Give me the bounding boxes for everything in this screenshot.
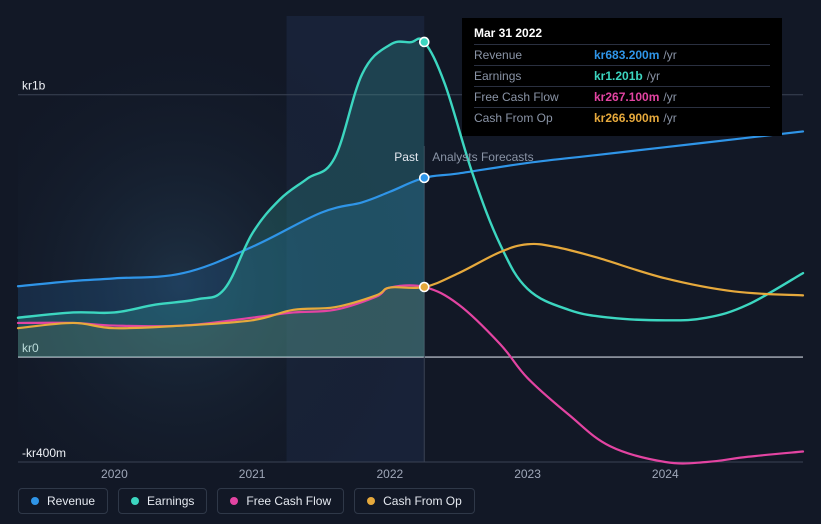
tooltip-row: Cash From Opkr266.900m/yr bbox=[474, 107, 770, 128]
tooltip-label: Free Cash Flow bbox=[474, 90, 594, 104]
legend-item-revenue[interactable]: Revenue bbox=[18, 488, 108, 514]
tooltip-row: Free Cash Flowkr267.100m/yr bbox=[474, 86, 770, 107]
tooltip-suffix: /yr bbox=[663, 48, 676, 62]
svg-text:kr1b: kr1b bbox=[22, 79, 46, 93]
tooltip-suffix: /yr bbox=[647, 69, 660, 83]
tooltip-date: Mar 31 2022 bbox=[474, 26, 770, 40]
legend-dot-icon bbox=[367, 497, 375, 505]
legend-label: Cash From Op bbox=[383, 494, 462, 508]
svg-text:2020: 2020 bbox=[101, 467, 128, 481]
legend-label: Earnings bbox=[147, 494, 194, 508]
tooltip-value: kr266.900m bbox=[594, 111, 659, 125]
svg-text:-kr400m: -kr400m bbox=[22, 446, 66, 460]
tooltip-value: kr1.201b bbox=[594, 69, 643, 83]
legend-item-fcf[interactable]: Free Cash Flow bbox=[217, 488, 344, 514]
legend-dot-icon bbox=[131, 497, 139, 505]
hover-tooltip: Mar 31 2022 Revenuekr683.200m/yrEarnings… bbox=[462, 18, 782, 136]
tooltip-suffix: /yr bbox=[663, 111, 676, 125]
tooltip-label: Earnings bbox=[474, 69, 594, 83]
region-label-past: Past bbox=[394, 150, 418, 164]
region-label-forecast: Analysts Forecasts bbox=[432, 150, 533, 164]
legend-label: Revenue bbox=[47, 494, 95, 508]
tooltip-label: Revenue bbox=[474, 48, 594, 62]
svg-text:2023: 2023 bbox=[514, 467, 541, 481]
legend-dot-icon bbox=[230, 497, 238, 505]
tooltip-value: kr683.200m bbox=[594, 48, 659, 62]
legend-item-cfo[interactable]: Cash From Op bbox=[354, 488, 475, 514]
svg-text:2022: 2022 bbox=[376, 467, 403, 481]
svg-text:2024: 2024 bbox=[652, 467, 679, 481]
tooltip-value: kr267.100m bbox=[594, 90, 659, 104]
financials-chart: kr1bkr0-kr400m20202021202220232024 Past … bbox=[0, 0, 821, 524]
legend-dot-icon bbox=[31, 497, 39, 505]
tooltip-row: Revenuekr683.200m/yr bbox=[474, 44, 770, 65]
svg-text:2021: 2021 bbox=[239, 467, 266, 481]
legend-item-earnings[interactable]: Earnings bbox=[118, 488, 207, 514]
tooltip-suffix: /yr bbox=[663, 90, 676, 104]
tooltip-row: Earningskr1.201b/yr bbox=[474, 65, 770, 86]
legend: Revenue Earnings Free Cash Flow Cash From O… bbox=[18, 488, 475, 514]
tooltip-label: Cash From Op bbox=[474, 111, 594, 125]
legend-label: Free Cash Flow bbox=[246, 494, 331, 508]
